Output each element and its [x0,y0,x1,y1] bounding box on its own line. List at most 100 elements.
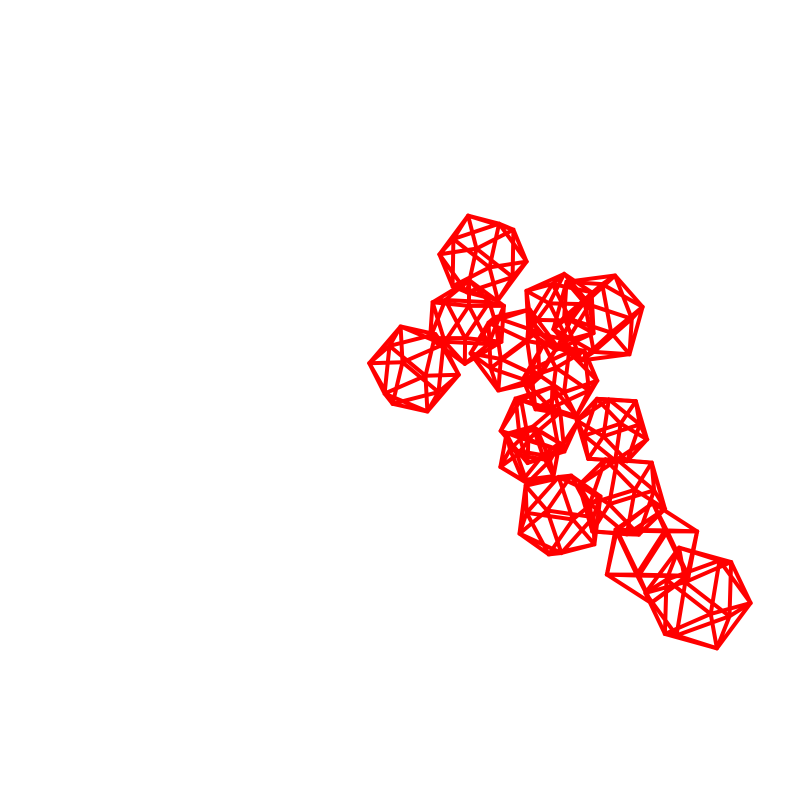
edge [515,427,540,457]
edge [649,573,690,605]
edge [527,307,560,349]
edge [382,343,392,396]
edge [492,315,540,334]
edge [425,390,441,414]
edge [387,324,403,348]
edge [367,361,395,406]
edge [564,279,587,306]
edge [550,385,563,415]
edge [674,633,719,651]
edge [601,434,630,464]
edge [508,447,525,483]
edge [367,360,405,366]
edge [535,427,552,463]
edge [558,410,582,422]
edge [441,342,461,377]
edge [582,396,599,438]
edge [487,300,506,308]
icosahedron-3 [367,324,461,414]
edge [468,351,501,393]
edge [524,282,555,293]
edge [586,434,606,461]
edge [548,441,562,463]
edge [677,545,722,563]
edge [634,528,668,577]
edge [562,349,572,395]
edge [515,452,552,463]
edge [510,259,529,279]
edge [587,457,608,506]
edge [450,237,456,289]
edge [550,282,594,295]
edge [674,614,732,638]
edge [568,290,594,323]
edge [541,341,587,353]
edge [451,213,471,241]
edge [550,385,582,422]
edge [613,273,645,309]
edge [600,273,617,287]
edge [387,343,428,378]
edge [609,304,645,335]
edge [550,271,567,286]
edge [577,457,620,488]
edge [609,330,632,357]
edge [390,390,441,406]
edge [504,424,535,436]
edge [568,318,596,336]
edge [541,341,558,370]
edge [520,341,546,382]
edge [601,397,611,439]
edge [547,301,592,307]
edge [504,431,512,452]
edge [492,315,503,361]
edge [451,221,502,241]
edge [390,360,405,406]
edge [437,237,456,257]
edge [525,474,556,486]
edge [443,298,468,341]
edge [636,488,657,537]
edge [574,378,600,419]
edge [562,378,600,395]
edge [442,339,491,346]
edge [643,580,688,595]
edge [529,349,572,372]
edge [545,508,564,555]
edge [613,527,668,533]
edge [437,246,479,257]
edge [382,373,428,396]
edge [398,324,446,347]
edge [604,572,641,578]
edge [546,517,575,557]
edge [548,458,556,479]
edge [613,501,655,532]
edge [524,475,561,515]
edge [517,483,528,536]
edge [466,213,502,226]
edge [636,529,670,578]
edge [513,396,554,413]
edge [443,298,492,305]
edge [559,542,597,555]
edge [708,601,753,616]
edge [633,399,650,442]
edge [604,527,618,577]
edge [632,460,654,492]
edge [508,424,535,452]
edge [590,529,629,537]
edge [574,418,606,439]
edge [492,307,532,320]
edge [464,275,515,295]
edge [553,348,587,370]
edge [567,349,600,383]
edge [587,290,594,307]
edge [674,580,688,638]
edge [496,357,503,393]
edge [587,302,596,336]
edge [624,487,637,537]
edge [717,558,753,605]
edge [618,399,638,426]
edge [643,545,682,595]
